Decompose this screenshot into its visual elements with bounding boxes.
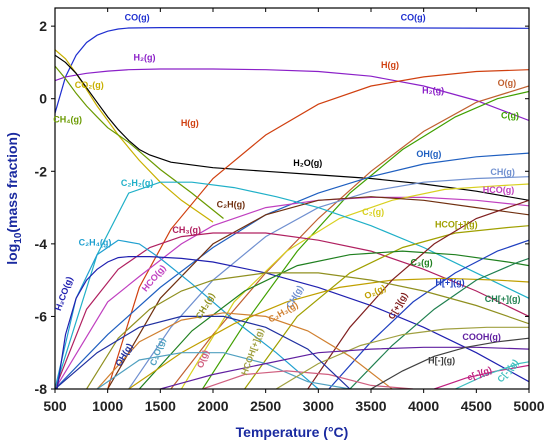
x-tick-label: 2000 [197,398,228,414]
series-line-ch4-g [55,65,224,219]
species-label-hco-g: HCO(g) [483,185,515,195]
x-tick-label: 3000 [303,398,334,414]
y-tick-label: -2 [35,163,48,179]
species-label-c-g: C₃(g) [410,258,432,268]
series-line-h-g [107,69,529,389]
series-line-c2h3-g [96,312,393,389]
series-line-c2h4-g [55,239,319,389]
plot-area [55,27,529,389]
species-label-h-co-g: H₂CO(g) [53,275,75,312]
species-label-hcoh-g: HCOH[+](g) [239,327,265,377]
series-line-e-g [434,364,529,389]
series-line-c-g [201,90,529,389]
series-line-c2-g [180,183,529,389]
species-label-o-g: O(g) [195,349,211,370]
x-tick-label: 2500 [250,398,281,414]
x-tick-label: 500 [43,398,67,414]
series-line-c2h2-g [55,181,529,389]
x-tick-label: 1500 [145,398,176,414]
series-line-c2h-g [107,196,529,389]
series-line-c3-g [138,250,529,389]
x-tick-label: 4000 [408,398,439,414]
series-line-ch-g [349,257,529,389]
series-line-hco-g [244,225,529,389]
series-line-h2-g [55,68,529,122]
series-line-co2-g [55,49,214,223]
species-label-co-g: CO₂(g) [75,80,104,90]
series-line-hco-g [55,196,529,389]
species-label-h-g: H(g) [381,60,399,70]
series-line-c-g [455,361,529,389]
species-label-e-g: e[-](g) [466,364,493,382]
species-label-c-h-g: C₂H(g) [217,200,246,210]
species-label-h-g: H(g) [181,118,199,128]
series-line-o-g-low [202,370,414,389]
species-label-c-h-g: C₂H₂(g) [121,178,154,188]
y-tick-label: -6 [35,308,48,324]
series-line-h2o-g [55,54,529,201]
species-label-o-g: O(g) [498,78,517,88]
species-label-h-g: H₂(g) [422,85,444,95]
x-tick-label: 3500 [355,398,386,414]
species-label-h-g: H[+](g) [435,278,464,288]
x-tick-label: 1000 [92,398,123,414]
species-label-c-h-g: C₂H₄(g) [79,238,112,248]
species-label-ch-g: CH[+](g) [485,294,521,304]
series-line-ch3-g [55,232,529,389]
species-label-h-o-g: H₂O(g) [293,158,322,168]
x-tick-label: 4500 [461,398,492,414]
x-axis-title: Temperature (°C) [236,424,349,440]
species-label-ch-g: CH₄(g) [53,114,82,124]
series-line-ch2o-g [96,352,351,389]
species-label-ch-g: CH(g) [490,167,515,177]
series-line-h2co-g [56,256,529,389]
y-tick-label: 0 [39,91,47,107]
y-tick-label: -8 [35,381,48,397]
series-line-o2-g [128,277,529,389]
species-label-co-g: CO(g) [401,13,426,23]
series-line-c-g [307,199,529,389]
series-line-hcoh-g [275,326,529,389]
series-line-h-g [370,337,529,389]
x-tick-label: 5000 [513,398,544,414]
species-label-hco-g: HCO[+](g) [435,220,478,230]
species-label-c-g: C(g) [501,111,519,121]
species-label-c-g: C₂(g) [362,207,384,217]
species-label-oh-g: OH(g) [113,342,134,369]
species-label-h-g: H[-](g) [428,356,455,366]
species-label-h-g: H₂(g) [134,53,156,63]
plot-frame [54,7,530,390]
y-axis-title: log10(mass fraction) [4,132,24,264]
species-label-cooh-g: COOH(g) [462,332,501,342]
y-tick-label: -4 [35,236,48,252]
series-line-ch2-g [86,272,529,389]
series-line-co-g [55,27,529,114]
series-group [55,27,529,389]
species-label-c-o-g: C₂O(g) [148,336,167,367]
y-tick-label: 2 [39,18,47,34]
axes: 500 1000 1500 2000 2500 3000 3500 4000 4500 5000 2… [35,7,545,414]
species-label-co-g: CO(g) [125,13,150,23]
series-line-o-g [170,85,529,389]
species-label-ch-g: CH₃(g) [172,225,201,235]
series-line-oh-g-low [55,315,351,389]
species-label-oh-g: OH(g) [416,149,441,159]
